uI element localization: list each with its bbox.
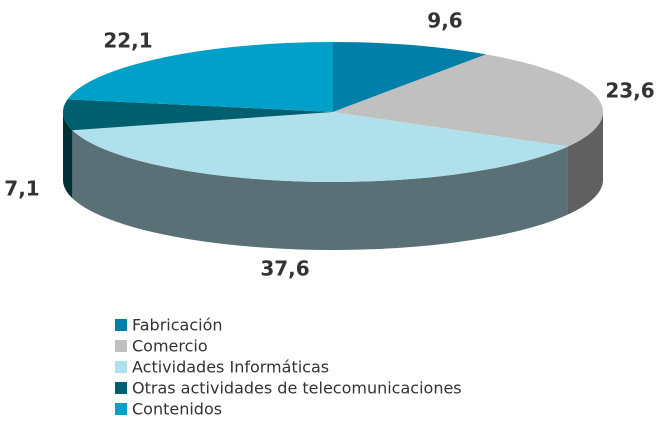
legend-swatch <box>115 340 127 352</box>
value-label: 7,1 <box>4 177 39 201</box>
legend-swatch <box>115 361 127 373</box>
legend-label: Actividades Informáticas <box>132 358 329 377</box>
value-label: 23,6 <box>605 79 654 103</box>
slice <box>333 54 603 147</box>
legend-swatch <box>115 319 127 331</box>
value-label: 22,1 <box>103 29 152 53</box>
slice <box>67 42 334 112</box>
legend-label: Fabricación <box>132 316 223 335</box>
legend-label: Contenidos <box>132 400 222 419</box>
slice <box>62 99 333 131</box>
slice-side <box>63 112 73 199</box>
legend-swatch <box>115 403 127 415</box>
legend-label: Comercio <box>132 337 208 356</box>
value-label: 37,6 <box>260 257 309 281</box>
legend-label: Otras actividades de telecomunicaciones <box>132 379 462 398</box>
slice <box>333 42 487 112</box>
slice <box>72 112 568 182</box>
value-label: 9,6 <box>427 9 462 33</box>
legend-swatch <box>115 382 127 394</box>
slice-side <box>72 130 568 250</box>
slice-side <box>567 112 603 215</box>
